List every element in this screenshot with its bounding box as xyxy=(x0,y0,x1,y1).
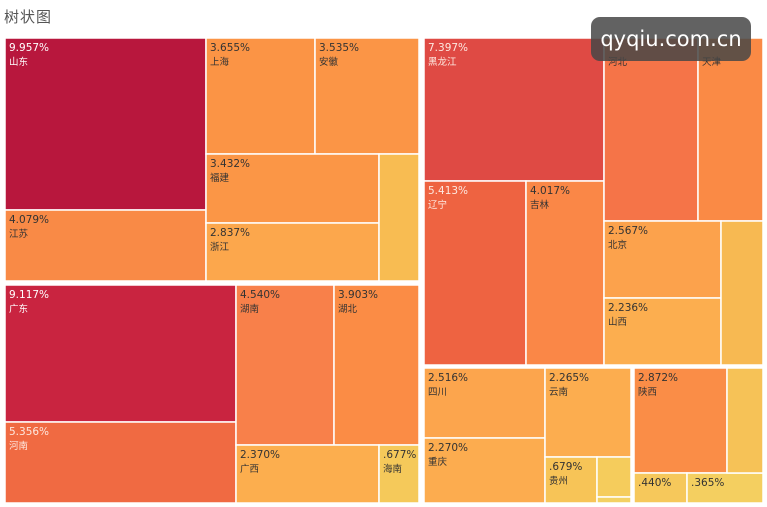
tile-value-label: 2.872% xyxy=(638,372,678,384)
tile-name-label: 福建 xyxy=(210,172,230,184)
treemap-tile-g2-t4[interactable] xyxy=(697,37,764,222)
tile-value-label: 4.017% xyxy=(530,185,570,197)
tile-name-label: 安徽 xyxy=(319,56,339,68)
tile-name-label: 四川 xyxy=(428,387,447,398)
tile-value-label: .440% xyxy=(638,477,671,489)
treemap-tile-g3-t5[interactable] xyxy=(596,496,632,504)
tile-value-label: 2.265% xyxy=(549,372,589,384)
treemap-tile-g4-t2[interactable] xyxy=(686,472,764,504)
tile-name-label: 湖南 xyxy=(240,303,259,315)
tile-name-label: 河南 xyxy=(9,440,28,452)
tile-name-label: 广西 xyxy=(240,463,259,475)
treemap-tile-g2-t0[interactable] xyxy=(423,37,605,182)
treemap-tile-g1-t0[interactable] xyxy=(4,284,237,423)
tile-value-label: .679% xyxy=(549,461,582,473)
tile-value-label: 3.655% xyxy=(210,42,250,54)
tile-value-label: 3.432% xyxy=(210,158,250,170)
treemap-tile-g4-t3[interactable] xyxy=(726,367,764,474)
treemap-tile-g4-t1[interactable] xyxy=(633,472,688,504)
tile-name-label: 浙江 xyxy=(210,241,230,253)
chart-title: 树状图 xyxy=(4,8,53,26)
treemap-tile-g3-t4[interactable] xyxy=(596,456,632,498)
treemap-tile-g2-t2[interactable] xyxy=(525,180,605,366)
tile-value-label: 2.236% xyxy=(608,302,648,314)
tile-name-label: 重庆 xyxy=(428,456,448,468)
tile-value-label: .365% xyxy=(691,477,724,489)
treemap-tile-g1-t4[interactable] xyxy=(235,444,380,504)
tile-name-label: 贵州 xyxy=(549,475,568,487)
tile-name-label: 北京 xyxy=(608,239,627,251)
tile-value-label: 7.397% xyxy=(428,42,468,54)
tile-value-label: 5.356% xyxy=(9,426,49,438)
tile-name-label: 陕西 xyxy=(638,386,657,398)
tile-name-label: 山西 xyxy=(608,317,627,328)
tile-value-label: 2.567% xyxy=(608,225,648,237)
tile-name-label: 海南 xyxy=(383,463,402,475)
treemap-tile-g1-t2[interactable] xyxy=(235,284,335,446)
tile-value-label: 2.270% xyxy=(428,442,468,454)
treemap-tile-g4-t0[interactable] xyxy=(633,367,728,474)
treemap-tile-g0-t2[interactable] xyxy=(205,37,316,155)
treemap-tile-g2-t7[interactable] xyxy=(720,220,764,366)
treemap-tile-g1-t3[interactable] xyxy=(333,284,420,446)
tile-value-label: 9.117% xyxy=(9,289,49,301)
tile-value-label: 9.957% xyxy=(9,42,49,54)
treemap-tile-g0-t3[interactable] xyxy=(314,37,420,155)
tile-name-label: 上海 xyxy=(210,56,230,68)
treemap-tile-g3-t0[interactable] xyxy=(423,367,546,439)
tile-value-label: 3.903% xyxy=(338,289,378,301)
treemap-tile-g2-t3[interactable] xyxy=(603,37,699,222)
treemap-tile-g3-t3[interactable] xyxy=(544,456,598,504)
tile-name-label: 天津 xyxy=(702,57,722,68)
tile-value-label: 5.413% xyxy=(428,185,468,197)
tile-name-label: 广东 xyxy=(9,303,28,315)
tile-name-label: 江苏 xyxy=(9,228,29,240)
tile-value-label: 2.837% xyxy=(210,227,250,239)
tile-value-label: 2.516% xyxy=(428,372,468,384)
treemap-tile-g2-t6[interactable] xyxy=(603,297,722,366)
tile-value-label: 3.535% xyxy=(319,42,359,54)
tile-name-label: 辽宁 xyxy=(428,199,447,211)
tile-name-label: 吉林 xyxy=(530,199,550,211)
watermark-badge: qyqiu.com.cn xyxy=(591,17,751,61)
treemap-tile-g0-t6[interactable] xyxy=(378,153,420,282)
treemap-tile-g3-t2[interactable] xyxy=(544,367,632,458)
tile-value-label: .677% xyxy=(383,449,416,461)
tile-name-label: 云南 xyxy=(549,386,568,398)
tile-value-label: 4.540% xyxy=(240,289,280,301)
tile-value-label: 4.079% xyxy=(9,214,49,226)
treemap-tile-g3-t1[interactable] xyxy=(423,437,546,504)
tile-name-label: 湖北 xyxy=(338,304,358,315)
treemap-tile-g1-t5[interactable] xyxy=(378,444,420,504)
treemap-tile-g2-t1[interactable] xyxy=(423,180,527,366)
treemap-tile-g0-t0[interactable] xyxy=(4,37,207,211)
tile-name-label: 山东 xyxy=(9,56,28,68)
tile-value-label: 2.370% xyxy=(240,449,280,461)
tile-name-label: 黑龙江 xyxy=(428,56,457,68)
